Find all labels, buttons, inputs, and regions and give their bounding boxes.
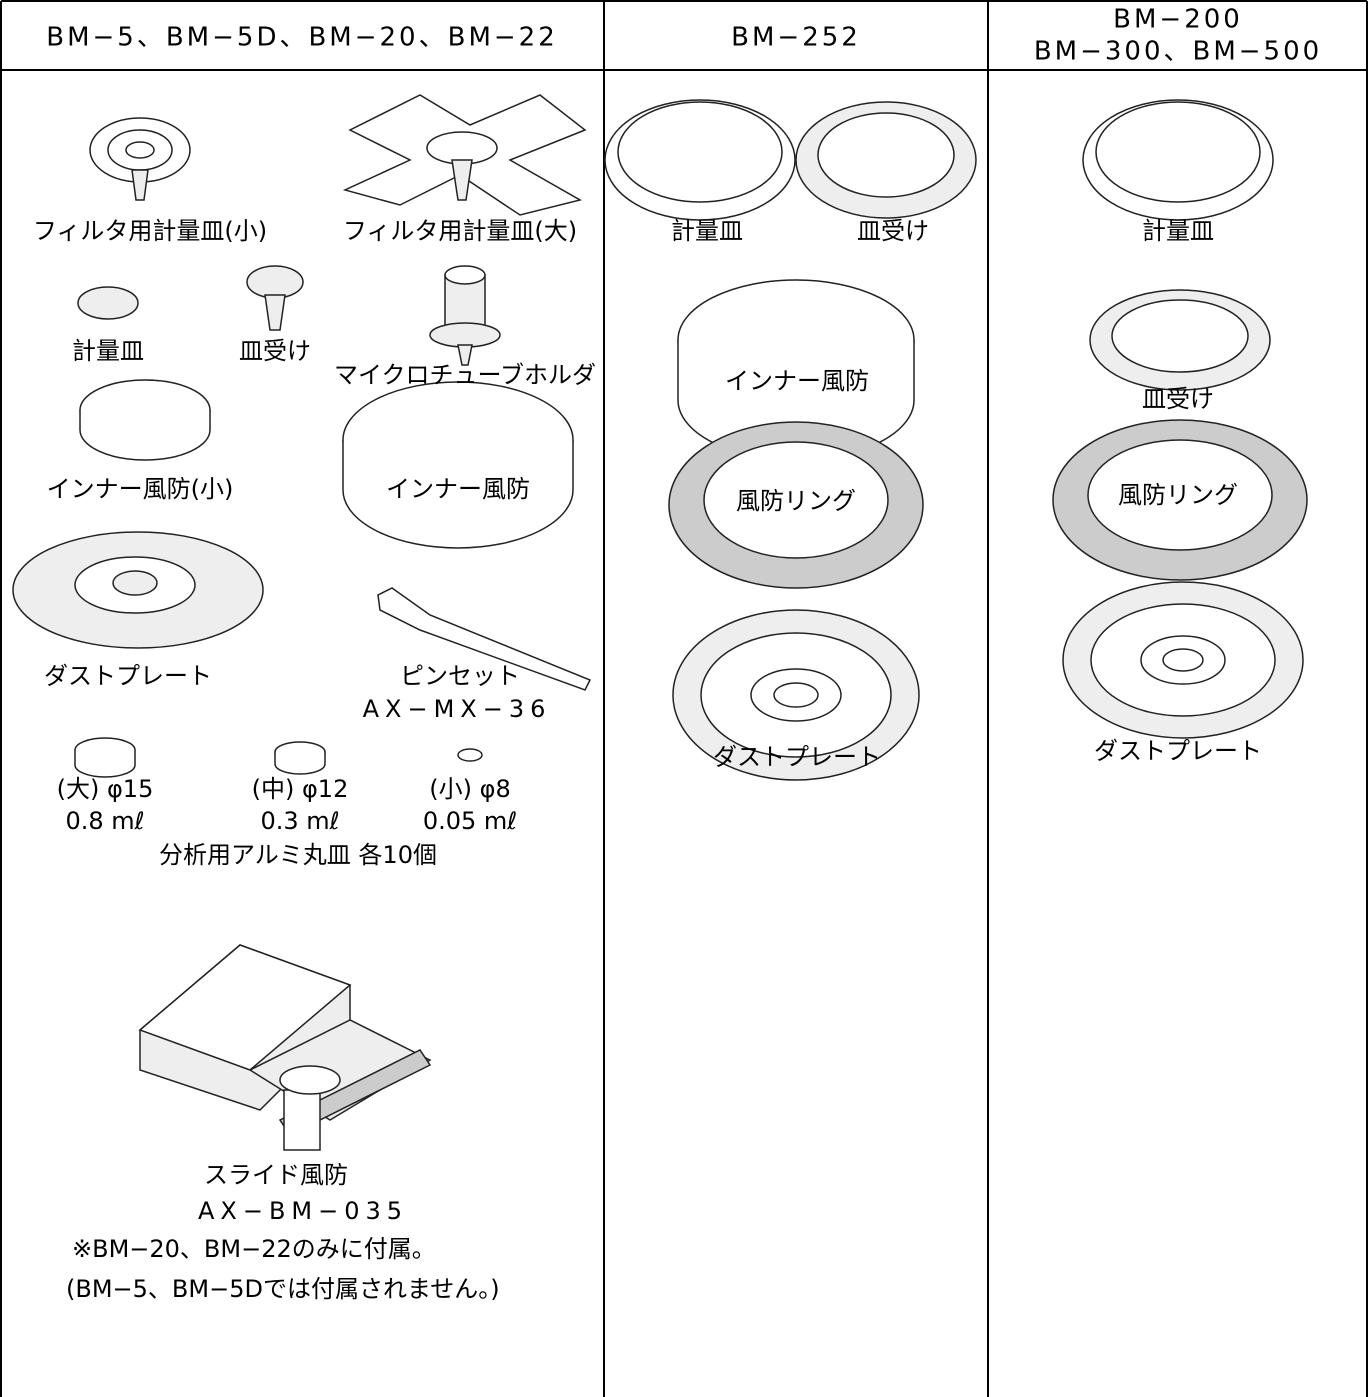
item-label: 風防リング — [736, 487, 856, 515]
item-label: インナー風防 — [386, 475, 530, 503]
item-label: インナー風防(小) — [47, 475, 234, 503]
item-label: ダストプレート — [713, 743, 881, 771]
illustrations-col1 — [12, 94, 592, 1151]
header-cell: BM−252 — [731, 23, 861, 53]
item-label: マイクロチューブホルダ — [334, 361, 596, 389]
item-label: ピンセット — [400, 662, 520, 690]
item-label: AX−BM−035 — [198, 1197, 408, 1225]
item-label: フィルタ用計量皿(小) — [33, 217, 267, 245]
item-label: 計量皿 — [671, 217, 743, 245]
note: (BM−5、BM−5Dでは付属されません。) — [66, 1275, 500, 1303]
item-label: ダストプレート — [1094, 737, 1262, 765]
item-label: (小) φ8 — [429, 775, 510, 803]
header-cell: BM−300、BM−500 — [1034, 37, 1322, 67]
item-label: 0.3 mℓ — [260, 807, 339, 835]
item-label: 0.05 mℓ — [423, 807, 517, 835]
item-label: インナー風防 — [725, 367, 869, 395]
item-label: AX−MX−36 — [363, 695, 552, 723]
item-label: ダストプレート — [44, 662, 212, 690]
item-label: (大) φ15 — [57, 775, 154, 803]
item-label: 分析用アルミ丸皿 各10個 — [159, 841, 437, 869]
illustrations-col2 — [604, 99, 977, 781]
header-cell: BM−5、BM−5D、BM−20、BM−22 — [46, 23, 558, 53]
item-label: 計量皿 — [72, 337, 144, 365]
item-label: 0.8 mℓ — [65, 807, 144, 835]
item-label: (中) φ12 — [252, 775, 349, 803]
item-label: フィルタ用計量皿(大) — [343, 217, 577, 245]
item-label: 皿受け — [1142, 385, 1214, 413]
item-label: 計量皿 — [1142, 217, 1214, 245]
item-label: スライド風防 — [204, 1161, 348, 1189]
item-label: 風防リング — [1118, 481, 1238, 509]
illustrations-col3 — [1052, 99, 1308, 739]
header-cell: BM−200 — [1113, 5, 1243, 35]
item-label: 皿受け — [857, 217, 929, 245]
note: ※BM−20、BM−22のみに付属。 — [72, 1235, 436, 1263]
item-label: 皿受け — [239, 337, 311, 365]
